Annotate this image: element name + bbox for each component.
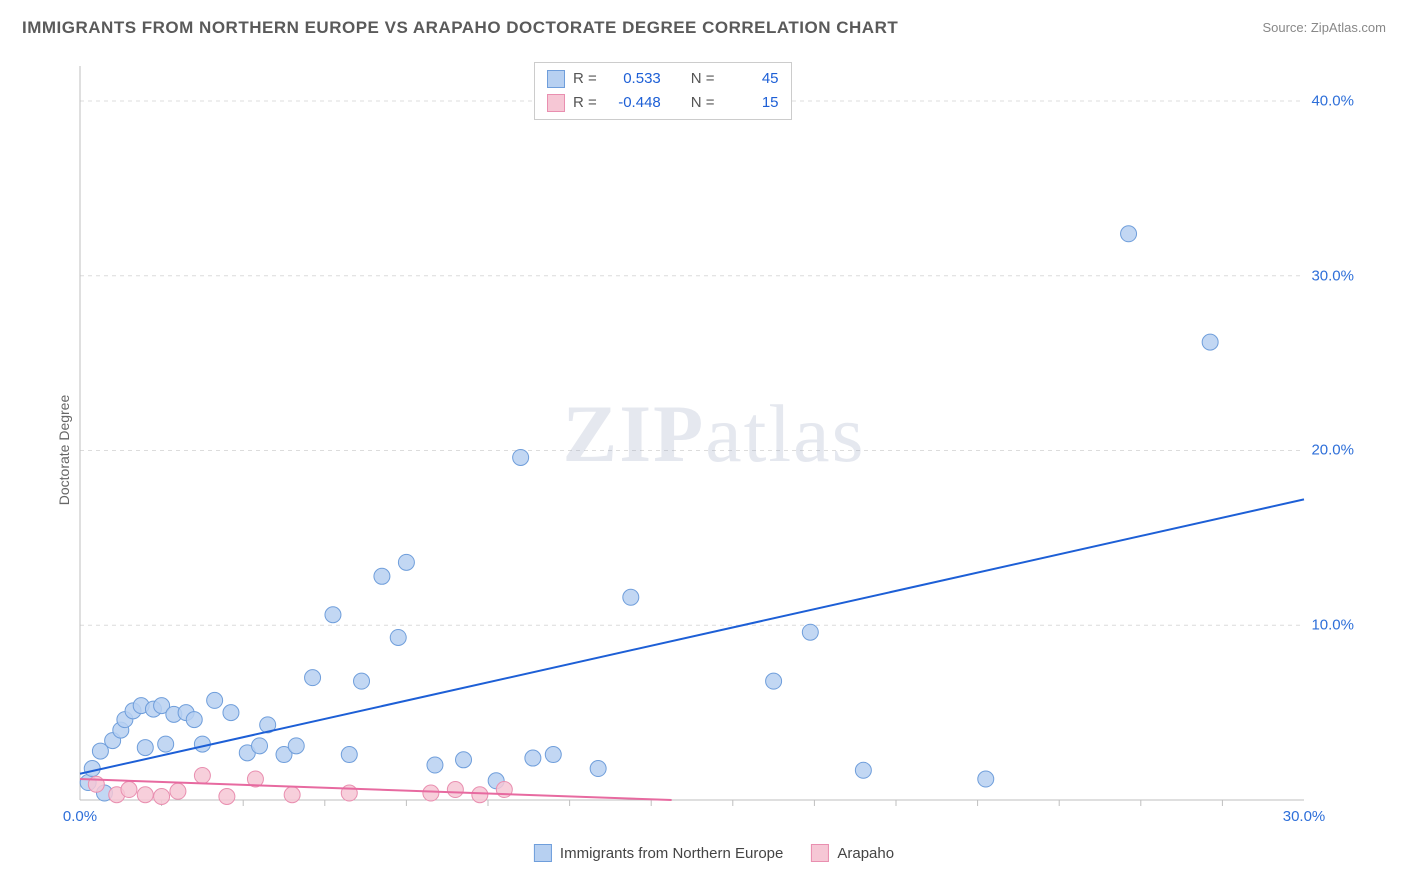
n-label: N = [691,91,715,115]
n-label: N = [691,67,715,91]
legend-swatch [534,844,552,862]
legend-label: Immigrants from Northern Europe [560,845,783,862]
chart-area: Doctorate Degree ZIPatlas R =0.533N =45R… [54,60,1374,840]
source-attribution: Source: ZipAtlas.com [1262,20,1386,35]
r-value: 0.533 [607,67,661,91]
stats-legend-row: R = -0.448 N = 15 [547,91,779,115]
n-value: 15 [725,91,779,115]
r-label: R = [573,67,597,91]
n-value: 45 [725,67,779,91]
legend-item: Immigrants from Northern Europe [534,844,783,862]
r-value: -0.448 [607,91,661,115]
chart-title: IMMIGRANTS FROM NORTHERN EUROPE VS ARAPA… [22,18,898,38]
legend-swatch [547,70,565,88]
source-label: Source: [1262,20,1310,35]
stats-legend-row: R = 0.533 N = 45 [547,67,779,91]
bottom-legend: Immigrants from Northern Europe Arapaho [534,844,894,862]
stats-legend: R = 0.533 N = 45 R = -0.448 N = 15 [534,62,792,120]
legend-swatch [547,94,565,112]
legend-item: Arapaho [811,844,894,862]
legend-swatch [811,844,829,862]
r-label: R = [573,91,597,115]
source-name: ZipAtlas.com [1311,20,1386,35]
scatter-plot [74,60,1354,820]
legend-label: Arapaho [837,845,894,862]
y-axis-label: Doctorate Degree [56,395,72,506]
